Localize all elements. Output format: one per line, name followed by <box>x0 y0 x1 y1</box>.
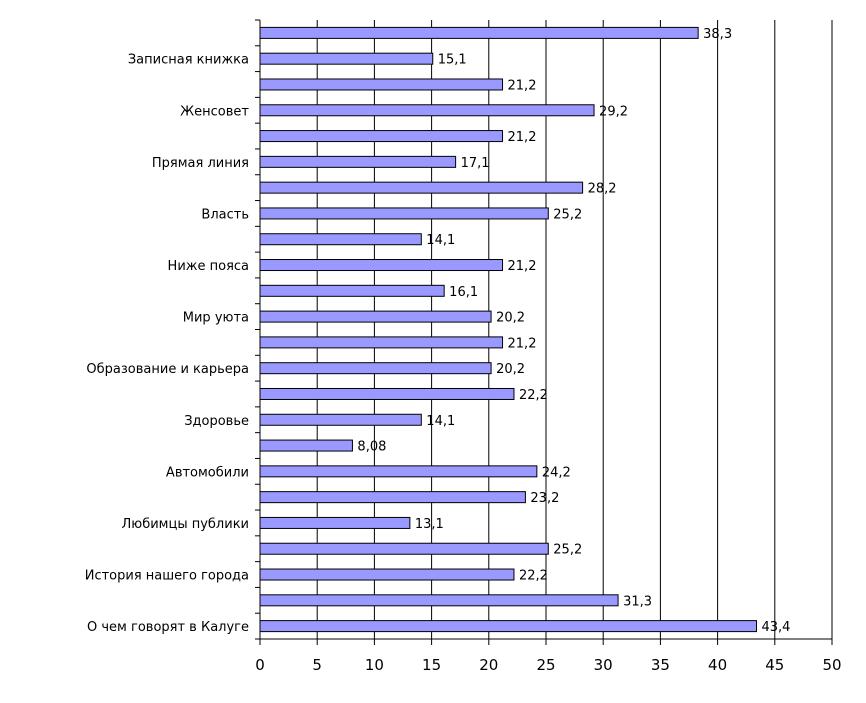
bar <box>259 620 757 633</box>
category-label: Записная книжка <box>128 53 249 68</box>
data-label: 21,2 <box>508 259 537 274</box>
data-label: 23,2 <box>530 491 559 506</box>
data-label: 43,4 <box>761 620 790 635</box>
data-label: 20,2 <box>496 362 525 377</box>
category-label: Мир уюта <box>183 311 249 326</box>
bar <box>259 259 504 272</box>
x-tick-label: 20 <box>479 656 498 674</box>
category-label: Прямая линия <box>152 156 249 171</box>
bar <box>259 310 492 323</box>
bar <box>259 362 492 375</box>
x-tick-label: 5 <box>312 656 322 674</box>
x-tick-label: 35 <box>651 656 670 674</box>
data-label: 21,2 <box>508 78 537 93</box>
data-label: 13,1 <box>415 517 444 532</box>
data-label: 14,1 <box>426 233 455 248</box>
data-label: 31,3 <box>623 594 652 609</box>
bar <box>259 336 504 349</box>
data-label: 29,2 <box>599 104 628 119</box>
data-label: 24,2 <box>542 465 571 480</box>
bar <box>259 78 504 91</box>
data-label: 22,2 <box>519 388 548 403</box>
data-label: 21,2 <box>508 130 537 145</box>
bar <box>259 542 549 555</box>
bar <box>259 491 526 504</box>
x-tick-label: 25 <box>536 656 555 674</box>
bar <box>259 387 515 400</box>
bar <box>259 181 584 194</box>
data-label: 28,2 <box>588 182 617 197</box>
bar <box>259 568 515 581</box>
bar <box>259 413 422 426</box>
x-tick-label: 15 <box>422 656 441 674</box>
bar <box>259 594 619 607</box>
category-label: О чем говорят в Калуге <box>87 620 249 635</box>
bar <box>259 26 699 39</box>
category-label: Автомобили <box>166 465 249 480</box>
bar <box>259 516 411 529</box>
data-label: 20,2 <box>496 311 525 326</box>
x-tick-label: 0 <box>255 656 265 674</box>
bar <box>259 465 538 478</box>
data-label: 22,2 <box>519 569 548 584</box>
bar <box>259 52 434 65</box>
bar <box>259 207 549 220</box>
x-tick-label: 40 <box>708 656 727 674</box>
data-label: 14,1 <box>426 414 455 429</box>
data-label: 17,1 <box>461 156 490 171</box>
data-label: 8,08 <box>357 440 386 455</box>
x-tick-label: 10 <box>365 656 384 674</box>
data-label: 15,1 <box>438 53 467 68</box>
category-label: Здоровье <box>184 414 249 429</box>
bar <box>259 104 595 117</box>
data-label: 38,3 <box>703 27 732 42</box>
x-tick-label: 45 <box>765 656 784 674</box>
data-label: 25,2 <box>553 543 582 558</box>
category-label: История нашего города <box>85 569 249 584</box>
data-label: 21,2 <box>508 336 537 351</box>
bar <box>259 439 353 452</box>
category-label: Власть <box>201 207 249 222</box>
x-tick-label: 30 <box>594 656 613 674</box>
data-label: 25,2 <box>553 207 582 222</box>
bar <box>259 155 457 168</box>
category-label: Женсовет <box>180 104 249 119</box>
category-label: Ниже пояса <box>168 259 249 274</box>
bar <box>259 233 422 246</box>
bar <box>259 284 445 297</box>
bar <box>259 130 504 143</box>
category-label: Образование и карьера <box>86 362 249 377</box>
data-label: 16,1 <box>449 285 478 300</box>
category-label: Любимцы публики <box>121 517 249 532</box>
x-tick-label: 50 <box>822 656 841 674</box>
